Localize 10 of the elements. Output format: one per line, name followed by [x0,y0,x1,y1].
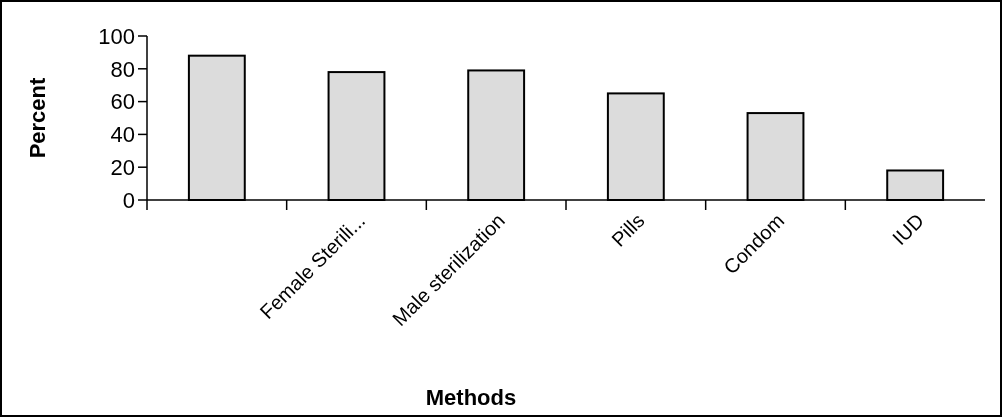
y-tick-label: 40 [110,122,135,148]
y-tick-label: 0 [122,187,135,213]
y-tick-label: 100 [98,23,135,49]
y-axis-title: Percent [25,76,50,159]
y-tick-label: 60 [110,89,135,115]
x-axis-title: Methods [425,385,517,410]
y-tick-label: 80 [110,56,135,82]
x-tick-label: Pills [607,209,649,251]
x-tick-label: IUD [888,209,928,250]
y-tick-label: 20 [110,154,135,180]
